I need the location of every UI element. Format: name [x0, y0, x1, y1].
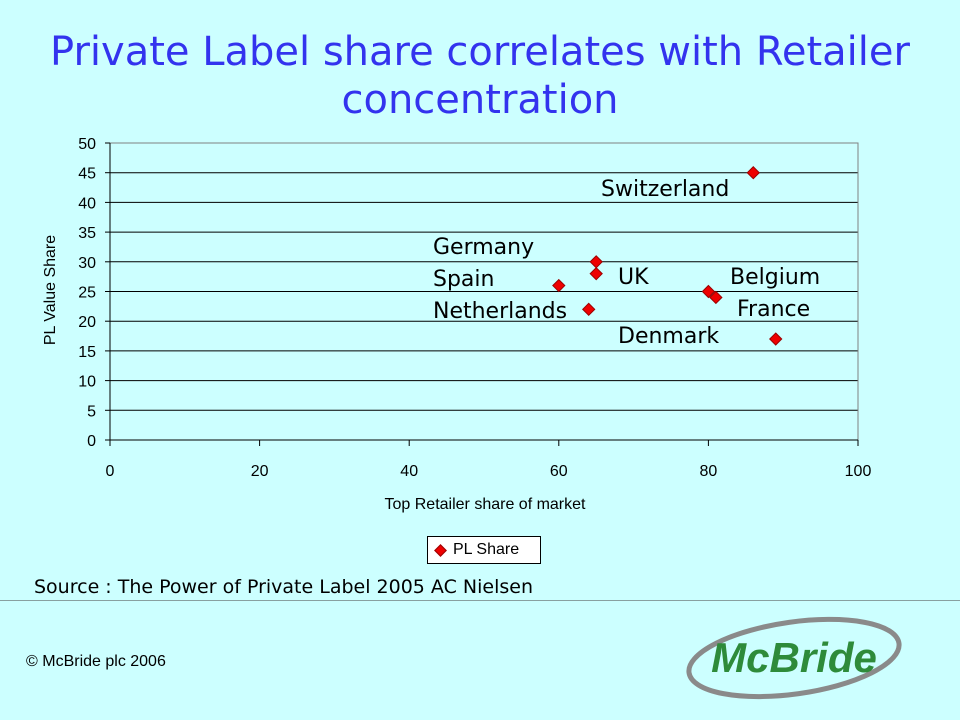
annotation-germany: Germany [433, 235, 534, 260]
data-points [552, 165, 783, 346]
chart-legend: PL Share [427, 536, 541, 564]
x-tick-label: 20 [251, 463, 269, 480]
x-tick-label: 80 [700, 463, 718, 480]
data-point [582, 302, 596, 317]
y-tick-label: 20 [78, 314, 96, 331]
data-point [589, 266, 603, 281]
logo-text: McBride [711, 634, 877, 681]
y-tick-labels: 0 5 10 15 20 25 30 35 40 45 50 [78, 136, 96, 450]
page-title: Private Label share correlates with Reta… [50, 29, 910, 123]
x-axis-title: Top Retailer share of market [385, 496, 587, 513]
x-tick-label: 60 [550, 463, 568, 480]
axes [105, 142, 859, 446]
data-point [701, 284, 716, 299]
source-note: Source : The Power of Private Label 2005… [34, 576, 533, 598]
data-point [769, 332, 783, 346]
annotation-netherlands: Netherlands [433, 299, 567, 324]
x-tick-label: 40 [400, 463, 418, 480]
y-tick-label: 0 [87, 433, 96, 450]
annotation-uk: UK [618, 265, 649, 290]
annotation-spain: Spain [433, 267, 494, 292]
x-tick-labels: 0 20 40 60 80 100 [106, 463, 872, 480]
y-tick-label: 10 [78, 374, 96, 391]
data-point [746, 165, 760, 180]
legend-label: PL Share [453, 541, 520, 558]
annotation-denmark: Denmark [618, 324, 719, 349]
y-tick-label: 50 [78, 136, 96, 153]
data-point [709, 290, 723, 305]
copyright-text: © McBride plc 2006 [26, 653, 166, 670]
mcbride-logo: McBride [686, 616, 902, 700]
data-point [589, 255, 603, 269]
divider [0, 600, 960, 601]
annotation-switzerland: Switzerland [601, 177, 729, 202]
annotation-france: France [737, 297, 810, 322]
y-tick-label: 25 [78, 285, 96, 302]
y-tick-label: 30 [78, 255, 96, 272]
y-axis-title: PL Value Share [42, 235, 59, 345]
x-tick-label: 0 [106, 463, 115, 480]
y-tick-label: 45 [78, 166, 96, 183]
diamond-marker-icon [434, 543, 447, 557]
y-tick-label: 15 [78, 344, 96, 361]
y-tick-label: 35 [78, 225, 96, 242]
data-point [552, 278, 566, 293]
x-tick-label: 100 [845, 463, 872, 480]
y-tick-label: 40 [78, 195, 96, 212]
y-tick-label: 5 [87, 403, 96, 420]
grid-lines [110, 142, 858, 411]
annotation-belgium: Belgium [730, 265, 820, 290]
